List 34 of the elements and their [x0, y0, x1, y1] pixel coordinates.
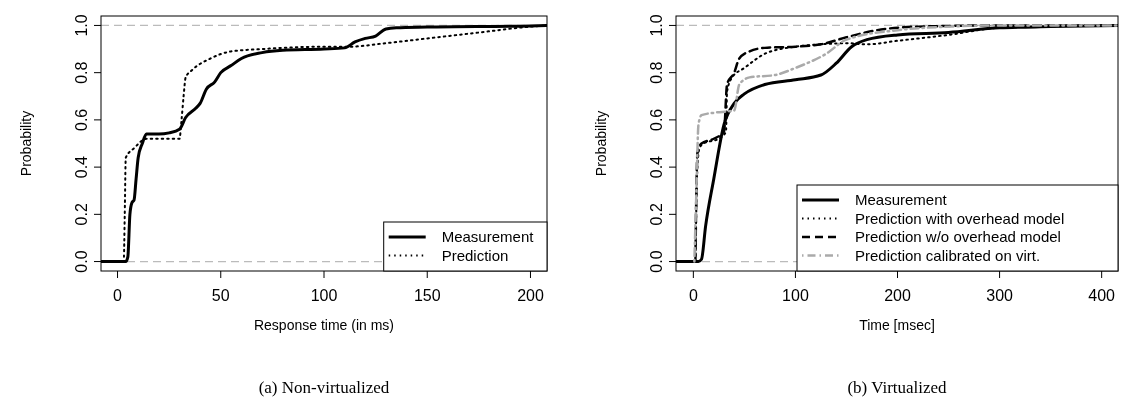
y-tick-label: 0.8 [648, 61, 665, 84]
legend-label: Measurement [855, 191, 948, 208]
y-tick-label: 0.2 [648, 203, 665, 226]
x-tick-label: 150 [413, 287, 441, 304]
x-tick-label: 200 [884, 287, 911, 304]
y-tick-label: 0.4 [73, 155, 90, 179]
x-tick-label: 0 [113, 287, 123, 304]
x-axis-title: Response time (in ms) [253, 317, 395, 333]
x-tick-label: 400 [1088, 287, 1116, 304]
y-tick-label: 1.0 [648, 14, 665, 37]
y-axis-title: Probability [18, 110, 34, 177]
x-tick-label: 300 [986, 287, 1014, 304]
y-tick-label: 0.2 [73, 203, 90, 226]
x-tick-label: 200 [517, 287, 544, 304]
y-tick-label: 0.6 [648, 108, 665, 132]
legend-label: Prediction calibrated on virt. [855, 246, 1041, 264]
y-tick-label: 0.6 [73, 108, 90, 132]
y-axis-title: Probability [593, 110, 609, 177]
text: (a) Non-virtualized [258, 378, 390, 397]
y-tick-label: 0.0 [73, 250, 90, 273]
legend-label: Measurement [441, 228, 535, 245]
x-tick-label: 50 [211, 287, 230, 304]
y-tick-label: 0.4 [648, 155, 665, 179]
y-tick-label: 0.8 [73, 61, 90, 84]
x-axis-title: Time [msec] [859, 317, 935, 333]
y-tick-label: 0.0 [648, 250, 665, 273]
y-tick-label: 1.0 [73, 14, 90, 37]
x-tick-label: 100 [782, 287, 809, 304]
text: (b) Virtualized [847, 378, 948, 397]
legend-label: Prediction with overhead model [855, 209, 1065, 227]
x-tick-label: 100 [310, 287, 338, 304]
legend-label: Prediction [441, 246, 509, 264]
x-tick-label: 0 [688, 287, 698, 304]
legend-label: Prediction w/o overhead model [855, 228, 1061, 245]
